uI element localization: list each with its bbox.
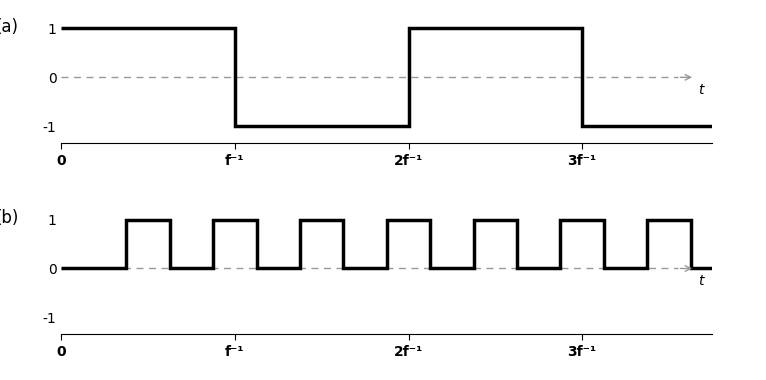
Text: t: t (699, 83, 704, 97)
Text: (b): (b) (0, 209, 19, 227)
Text: t: t (699, 274, 704, 288)
Text: (a): (a) (0, 18, 19, 36)
